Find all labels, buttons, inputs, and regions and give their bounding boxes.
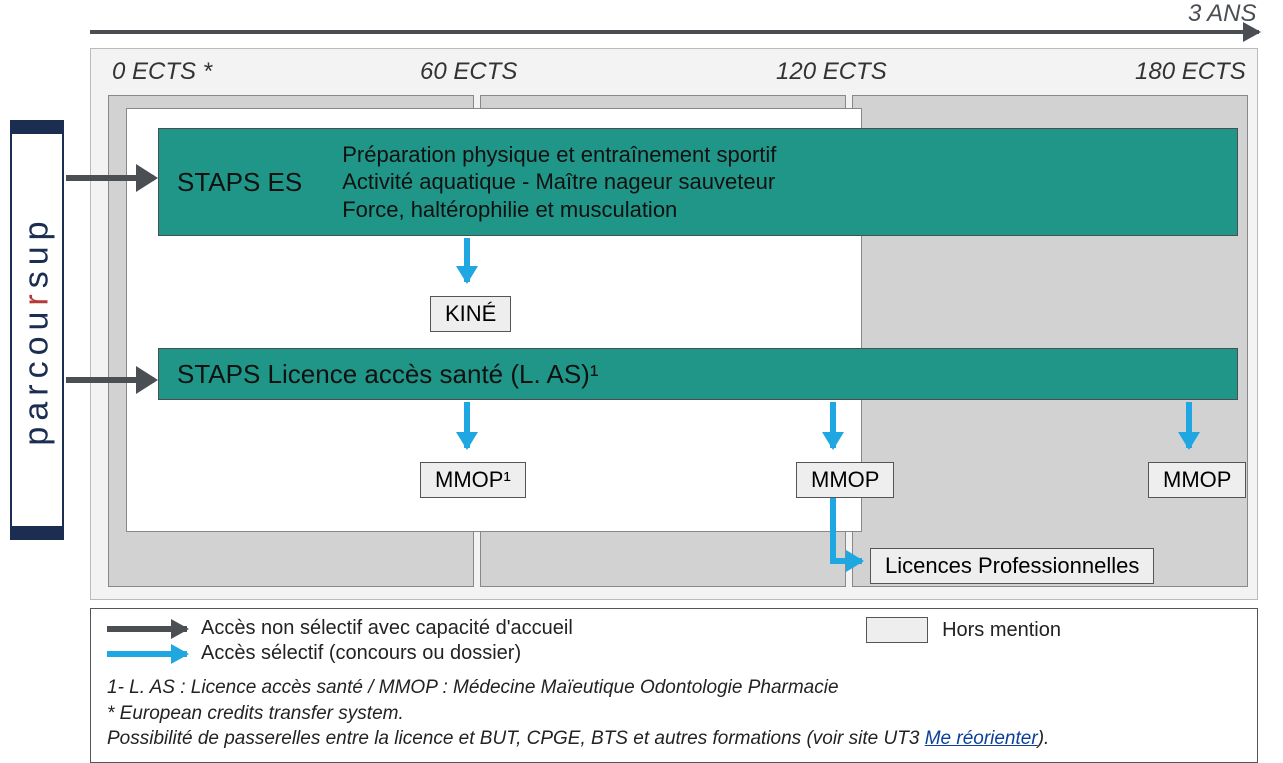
badge-stripe-top bbox=[12, 122, 62, 134]
legend-hors-mention-label: Hors mention bbox=[942, 619, 1061, 642]
entry-arrow-2 bbox=[66, 370, 154, 390]
legend-non-selective-label: Accès non sélectif avec capacité d'accue… bbox=[201, 617, 573, 640]
parcoursup-part2: r bbox=[18, 288, 56, 305]
legend-row-hors-mention: Hors mention bbox=[866, 617, 1061, 643]
blue-arrow-kine bbox=[464, 238, 470, 282]
legend-note-3a: Possibilité de passerelles entre la lice… bbox=[107, 728, 925, 749]
legend-row-non-selective: Accès non sélectif avec capacité d'accue… bbox=[107, 617, 573, 640]
legend-notes: 1- L. AS : Licence accès santé / MMOP : … bbox=[107, 675, 1241, 752]
outcome-mmop3-label: MMOP bbox=[1163, 467, 1231, 492]
blue-arrow-mmop3 bbox=[1186, 402, 1192, 448]
outcome-mmop2-label: MMOP bbox=[811, 467, 879, 492]
legend-note-2: * European credits transfer system. bbox=[107, 701, 1241, 727]
staps-es-detail-3: Force, haltérophilie et musculation bbox=[342, 196, 776, 224]
ects-label-2: 120 ECTS bbox=[776, 58, 887, 86]
legend-blue-arrow-icon bbox=[107, 651, 187, 657]
outcome-mmop1: MMOP¹ bbox=[420, 462, 526, 498]
outcome-kine-label: KINÉ bbox=[445, 301, 496, 326]
legend-selective-label: Accès sélectif (concours ou dossier) bbox=[201, 642, 521, 665]
legend-note-3b: ). bbox=[1038, 728, 1050, 749]
outcome-licpro: Licences Professionnelles bbox=[870, 548, 1154, 584]
outcome-mmop1-label: MMOP¹ bbox=[435, 467, 511, 492]
outcome-mmop2: MMOP bbox=[796, 462, 894, 498]
badge-stripe-bottom bbox=[12, 526, 62, 538]
staps-es-detail-2: Activité aquatique - Maître nageur sauve… bbox=[342, 168, 776, 196]
legend-grey-arrow-icon bbox=[107, 626, 187, 632]
blue-arrow-mmop2 bbox=[830, 402, 836, 448]
parcoursup-part3: sup bbox=[18, 215, 56, 288]
las-title: STAPS Licence accès santé (L. AS)¹ bbox=[177, 359, 598, 390]
parcoursup-label: parcoursup bbox=[18, 215, 57, 445]
legend-row-selective: Accès sélectif (concours ou dossier) bbox=[107, 642, 573, 665]
legend-swatch-icon bbox=[866, 617, 928, 643]
parcoursup-badge: parcoursup bbox=[10, 120, 64, 540]
staps-es-detail-1: Préparation physique et entraînement spo… bbox=[342, 141, 776, 169]
blue-arrow-mmop1 bbox=[464, 402, 470, 448]
blue-arrow-licpro-v bbox=[830, 498, 836, 558]
outcome-kine: KINÉ bbox=[430, 296, 511, 332]
legend-box: Accès non sélectif avec capacité d'accue… bbox=[90, 608, 1258, 763]
ects-label-1: 60 ECTS bbox=[420, 58, 517, 86]
legend-note-1: 1- L. AS : Licence accès santé / MMOP : … bbox=[107, 675, 1241, 701]
timeline-duration: 3 ANS bbox=[1188, 0, 1256, 28]
ects-label-0: 0 ECTS * bbox=[112, 58, 212, 86]
ects-label-3: 180 ECTS bbox=[1135, 58, 1246, 86]
outcome-mmop3: MMOP bbox=[1148, 462, 1246, 498]
blue-arrow-licpro-h bbox=[830, 558, 862, 564]
legend-note-3: Possibilité de passerelles entre la lice… bbox=[107, 726, 1241, 752]
staps-es-title: STAPS ES bbox=[177, 167, 302, 198]
entry-arrow-1 bbox=[66, 168, 154, 188]
program-staps-es: STAPS ES Préparation physique et entraîn… bbox=[158, 128, 1238, 236]
diagram-canvas: parcoursup 3 ANS 0 ECTS * 60 ECTS 120 ECTS… bbox=[0, 0, 1283, 751]
legend-reorient-link[interactable]: Me réorienter bbox=[925, 728, 1038, 749]
timeline-arrow bbox=[90, 30, 1259, 34]
program-las: STAPS Licence accès santé (L. AS)¹ bbox=[158, 348, 1238, 400]
staps-es-details: Préparation physique et entraînement spo… bbox=[342, 141, 776, 224]
outcome-licpro-label: Licences Professionnelles bbox=[885, 553, 1139, 578]
parcoursup-part1: parcou bbox=[18, 305, 56, 445]
